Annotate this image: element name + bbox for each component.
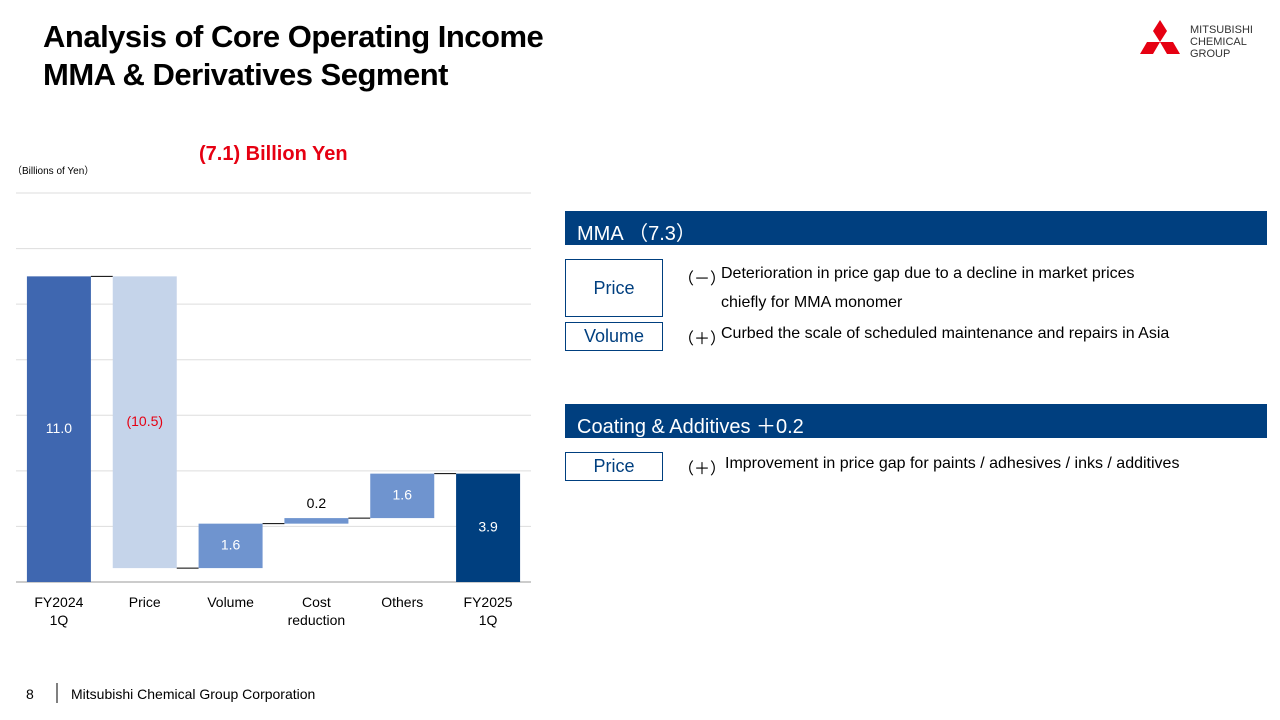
- section-title: MMA （7.3）: [577, 223, 696, 245]
- item-text: Deterioration in price gap due to a decl…: [721, 265, 1135, 282]
- bar: [370, 473, 435, 519]
- item-tag: Price: [565, 259, 663, 317]
- item-sign: （＋）: [678, 461, 727, 478]
- value-label: 1.6: [221, 537, 241, 553]
- section-header: Coating & Additives ＋0.2: [565, 404, 1267, 438]
- value-label: (10.5): [126, 413, 163, 429]
- item-text: Curbed the scale of scheduled maintenanc…: [721, 325, 1170, 342]
- item-tag: Volume: [565, 322, 663, 351]
- title-line: Analysis of Core Operating Income: [43, 19, 544, 54]
- item-text: chiefly for MMA monomer: [721, 294, 903, 311]
- bar: [112, 276, 177, 569]
- item-tag: Price: [565, 452, 663, 481]
- x-tick-label: Cost reduction: [287, 594, 346, 628]
- value-label: 3.9: [478, 519, 498, 535]
- value-label: 0.2: [307, 495, 327, 511]
- y-axis-label: （Billions of Yen）: [12, 166, 95, 177]
- x-tick-label: FY2024 1Q: [34, 594, 84, 628]
- bar: [198, 523, 263, 569]
- x-tick-label: FY2025 1Q: [463, 594, 513, 628]
- logo-mark: [1140, 20, 1180, 54]
- x-tick-label: Volume: [207, 594, 254, 610]
- bar: [456, 473, 521, 582]
- item-text: Improvement in price gap for paints / ad…: [725, 455, 1180, 472]
- section-title: Coating & Additives ＋0.2: [577, 416, 804, 438]
- slide-title: Analysis of Core Operating Income MMA & …: [43, 18, 544, 94]
- logo-text: MITSUBISHI CHEMICAL GROUP: [1190, 24, 1253, 60]
- item-sign: （－）: [678, 271, 727, 288]
- section-header: MMA （7.3）: [565, 211, 1267, 245]
- bar: [284, 518, 349, 524]
- logo-line: GROUP: [1190, 48, 1231, 60]
- logo-line: MITSUBISHI: [1190, 24, 1253, 36]
- value-label: 1.6: [393, 487, 413, 503]
- item-sign: （＋）: [678, 331, 727, 348]
- footer-company: Mitsubishi Chemical Group Corporation: [71, 686, 316, 702]
- logo-line: CHEMICAL: [1190, 36, 1247, 48]
- page-number: 8: [26, 686, 34, 702]
- title-line: MMA & Derivatives Segment: [43, 57, 448, 92]
- bar: [26, 276, 91, 582]
- x-tick-label: Price: [128, 594, 161, 610]
- chart-title: (7.1) Billion Yen: [199, 143, 348, 165]
- value-label: 11.0: [46, 420, 72, 436]
- x-tick-label: Others: [381, 594, 424, 610]
